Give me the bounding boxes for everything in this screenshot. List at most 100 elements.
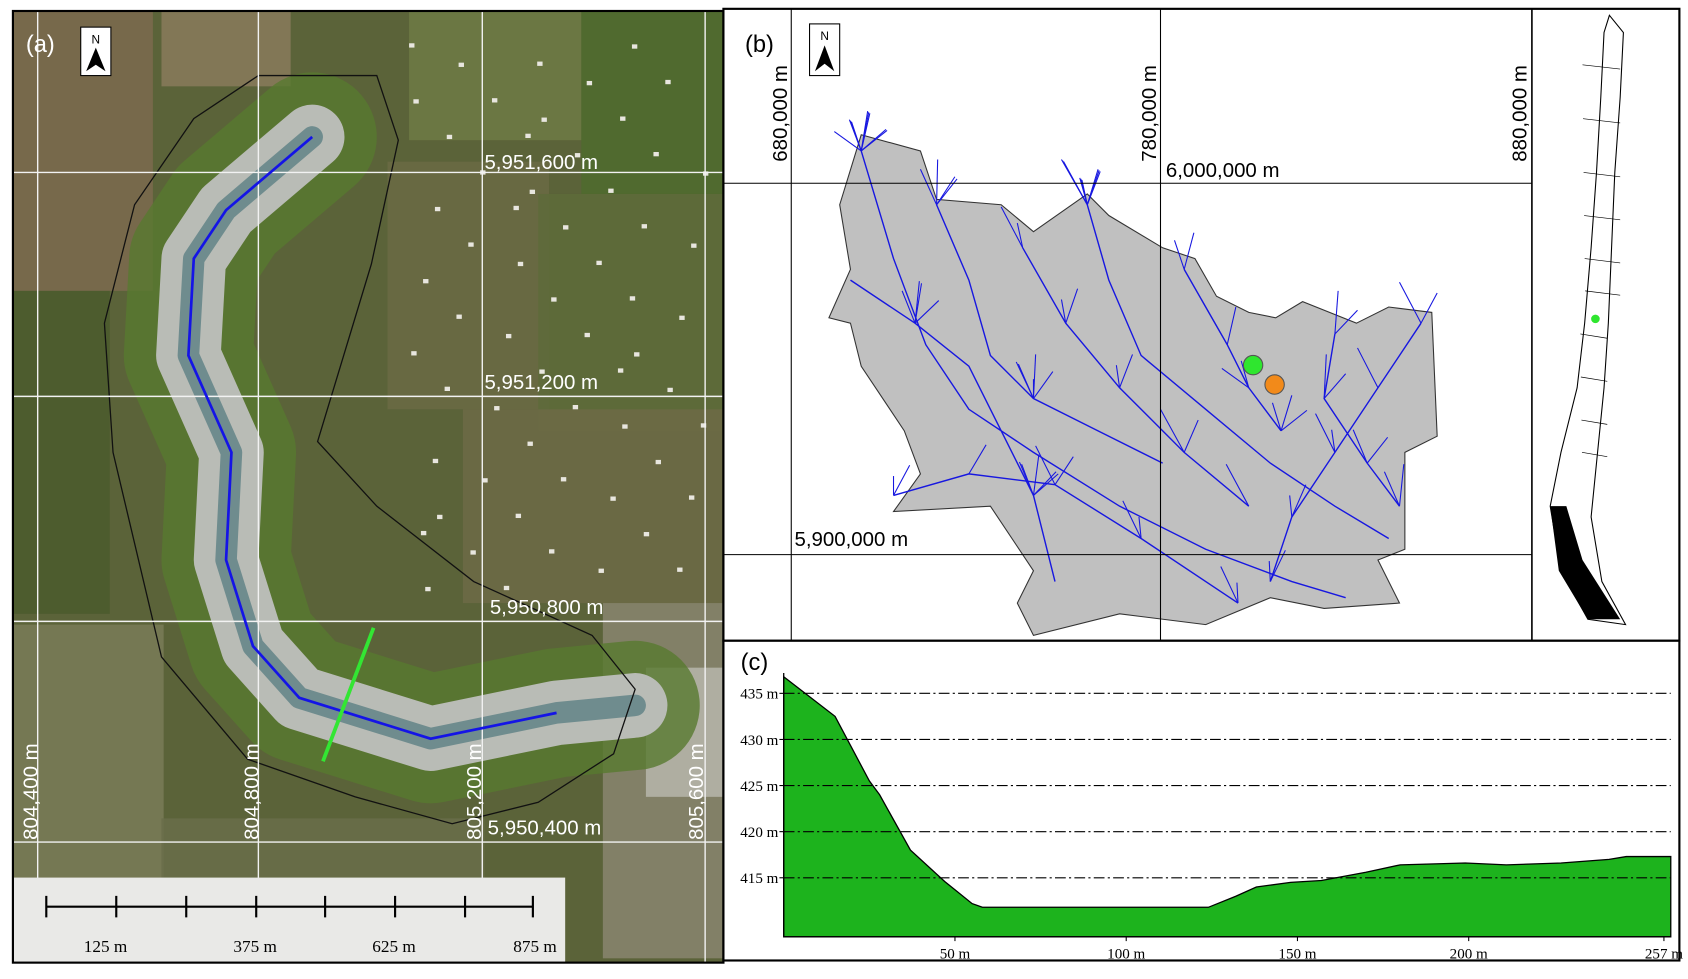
tributary [1289, 495, 1293, 518]
easting-label: 805,600 m [685, 743, 708, 840]
region-border [1584, 215, 1621, 221]
building [574, 153, 581, 158]
tributary [901, 290, 916, 324]
tributary [1160, 409, 1185, 453]
scale-label: 125 m [84, 937, 128, 956]
tributary [1033, 371, 1054, 399]
building [503, 585, 510, 591]
building [541, 117, 547, 122]
panel-label: (b) [745, 32, 774, 58]
tributary [1366, 436, 1389, 464]
study-buffer [103, 74, 636, 825]
stream [850, 279, 1056, 582]
building [432, 458, 439, 464]
easting-label: 805,200 m [463, 743, 486, 840]
tributary [1183, 419, 1199, 453]
tributary [1065, 288, 1079, 324]
tributary [1016, 222, 1024, 248]
tributary [1271, 402, 1282, 431]
northing-label: 5,950,800 m [490, 596, 604, 619]
tributary [1060, 299, 1067, 324]
building [596, 260, 602, 266]
tributary [1291, 484, 1307, 518]
tributary [860, 128, 887, 152]
building [527, 441, 533, 446]
panel-label: (a) [26, 32, 55, 58]
building [622, 424, 628, 429]
building [420, 530, 427, 536]
scale-label: 375 m [233, 937, 277, 956]
tributary [1357, 347, 1379, 389]
building [468, 242, 474, 247]
tributary [1398, 464, 1405, 507]
thalweg [187, 135, 557, 741]
region-border [1582, 64, 1621, 70]
scale-label: 875 m [513, 937, 557, 956]
tributary [1240, 360, 1250, 388]
panel-b [722, 7, 1681, 642]
building [458, 62, 464, 67]
tributary [1054, 456, 1074, 485]
building [572, 404, 579, 410]
building [667, 387, 673, 393]
northing-label: 5,951,200 m [484, 371, 598, 394]
building [634, 352, 640, 357]
tributary [1119, 354, 1134, 388]
northing-label: 6,000,000 m [1166, 159, 1280, 182]
land-patch [161, 10, 291, 87]
building [643, 532, 650, 537]
northing-label: 5,950,400 m [488, 817, 602, 840]
building [665, 79, 671, 85]
land-patch [387, 161, 550, 410]
tributary [914, 300, 940, 324]
region-border [1584, 258, 1621, 264]
northing-label: 5,900,000 m [794, 528, 908, 551]
tributary [1060, 159, 1088, 206]
land-patch [12, 290, 110, 614]
building [517, 261, 524, 267]
building [529, 189, 536, 194]
building [409, 43, 415, 48]
building [598, 568, 604, 573]
building [610, 496, 616, 501]
building [513, 205, 519, 211]
x-tick-label: 200 m [1450, 946, 1488, 962]
building [641, 224, 647, 229]
fjord-coast [1550, 506, 1621, 620]
tributary [893, 465, 911, 496]
building [655, 459, 661, 465]
x-tick-label: 150 m [1278, 946, 1316, 962]
y-tick-label: 435 m [740, 687, 778, 703]
site-marker [1264, 374, 1285, 395]
y-tick-label: 420 m [740, 825, 778, 841]
site-marker [1591, 314, 1600, 324]
building [491, 98, 498, 103]
tributary [968, 444, 987, 475]
building [563, 225, 569, 230]
stream [860, 150, 1346, 599]
region-border [1581, 419, 1608, 425]
land-patch [581, 10, 724, 194]
region-border [1583, 172, 1621, 178]
y-tick-label: 415 m [740, 871, 778, 887]
building [423, 279, 429, 284]
tributary [1334, 309, 1358, 335]
tributary [919, 169, 938, 205]
tributary [1000, 206, 1024, 249]
building [677, 567, 683, 572]
building [525, 133, 531, 139]
northing-label: 5,951,600 m [484, 151, 598, 174]
easting-label: 804,800 m [240, 743, 263, 840]
land-patch [462, 409, 724, 604]
building [688, 495, 695, 500]
panel-c: 415 m 420 m 425 m 430 m 435 m 50 m 100 m 150 m 2… [722, 639, 1683, 962]
panel-b-labels: (b) N 680,000 m 780,000 m 880,000 m 6,00… [745, 29, 1532, 551]
panel-a-frame [11, 9, 725, 964]
building [470, 550, 476, 555]
building [434, 206, 441, 212]
panel-a-labels: (a) 5,951,600 m 5,951,200 m 5,950,800 m … [20, 32, 708, 956]
building [413, 99, 419, 104]
tributary [1420, 292, 1438, 324]
panel-a [12, 10, 724, 963]
